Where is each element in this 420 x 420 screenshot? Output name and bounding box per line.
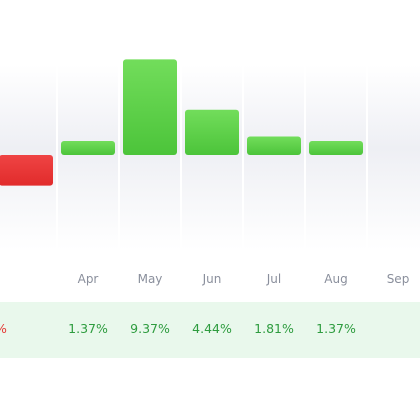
bar-jun[interactable] bbox=[185, 109, 239, 155]
return-value-may: 9.37% bbox=[130, 321, 170, 336]
return-value-jun: 4.44% bbox=[192, 321, 232, 336]
bars bbox=[0, 59, 363, 186]
month-labels: AprMayJunJulAugSepO bbox=[78, 272, 410, 286]
plot-background bbox=[0, 65, 420, 250]
month-label-may: May bbox=[138, 272, 163, 286]
bar-apr[interactable] bbox=[61, 141, 115, 155]
bar-mar[interactable] bbox=[0, 155, 53, 186]
return-value-aug: 1.37% bbox=[316, 321, 356, 336]
month-label-sep: Sep bbox=[387, 272, 410, 286]
bar-may[interactable] bbox=[123, 59, 177, 156]
return-value-apr: 1.37% bbox=[68, 321, 108, 336]
monthly-returns-row bbox=[0, 302, 420, 358]
bar-jul[interactable] bbox=[247, 136, 301, 155]
return-value-jul: 1.81% bbox=[254, 321, 294, 336]
month-label-jul: Jul bbox=[266, 272, 281, 286]
month-label-jun: Jun bbox=[202, 272, 222, 286]
return-value-mar-clipped: % bbox=[0, 321, 8, 336]
grid-lines bbox=[56, 65, 368, 262]
month-label-apr: Apr bbox=[78, 272, 99, 286]
bar-aug[interactable] bbox=[309, 141, 363, 155]
month-label-aug: Aug bbox=[324, 272, 347, 286]
